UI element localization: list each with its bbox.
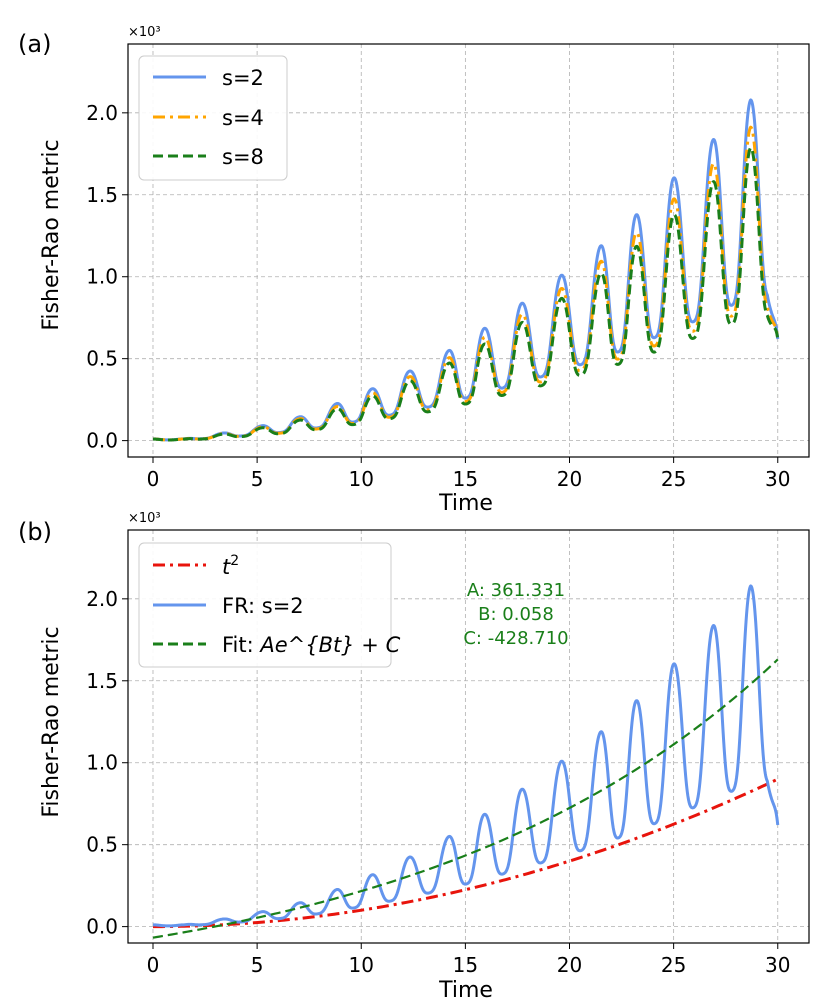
panel-b: (b) ×10³ 0 5 10 15 20 25 30 0.0 0.5 1.0 1.5 2.0 Ti… [18, 511, 810, 1003]
x-tick-label: 10 [349, 467, 374, 491]
panel-a-y-axis-label: Fisher-Rao metric [39, 139, 64, 330]
panel-b-multiplier: ×10³ [128, 511, 161, 526]
panel-a-plot-area [151, 98, 780, 442]
legend-label-fr-s2: FR: s=2 [222, 594, 304, 618]
panel-b-x-ticks: 0 5 10 15 20 25 30 [147, 943, 790, 977]
legend-label-fit: Fit: Ae^{Bt} + C [222, 633, 401, 657]
legend-box [138, 542, 392, 668]
series-line-fr-s-2 [151, 584, 780, 928]
panel-b-label: (b) [18, 518, 52, 546]
y-tick-label: 0.0 [86, 429, 118, 453]
fit-param-c: C: -428.710 [463, 628, 568, 649]
x-tick-label: 25 [661, 467, 686, 491]
panel-a: (a) ×10³ 0 5 10 15 20 25 30 0.0 0.5 1.0 1.5 2.0 Ti… [18, 25, 810, 516]
panel-a-grid [128, 44, 809, 457]
panel-a-x-axis-label: Time [438, 491, 493, 516]
x-tick-label: 10 [349, 953, 374, 977]
x-tick-label: 0 [147, 467, 160, 491]
panel-a-legend: s=2 s=4 s=8 [138, 55, 288, 181]
y-tick-label: 1.5 [86, 669, 118, 693]
legend-label-s8: s=8 [222, 145, 264, 169]
panel-b-grid [128, 530, 809, 943]
x-tick-label: 5 [251, 953, 264, 977]
panel-a-multiplier: ×10³ [128, 25, 161, 40]
x-tick-label: 30 [765, 467, 790, 491]
x-tick-label: 20 [557, 953, 582, 977]
y-tick-label: 2.0 [86, 101, 118, 125]
legend-label-t2: t2 [222, 553, 239, 579]
x-tick-label: 5 [251, 467, 264, 491]
y-tick-label: 0.0 [86, 915, 118, 939]
y-tick-label: 0.5 [86, 833, 118, 857]
panel-a-axes-frame [127, 43, 810, 458]
x-tick-label: 0 [147, 953, 160, 977]
x-tick-label: 15 [453, 953, 478, 977]
series-line-fit [152, 658, 779, 939]
panel-a-label: (a) [18, 30, 51, 58]
panel-b-axes-frame [127, 529, 810, 944]
series-line-t2 [152, 777, 779, 929]
x-tick-label: 15 [453, 467, 478, 491]
panel-a-x-ticks: 0 5 10 15 20 25 30 [147, 457, 790, 491]
y-tick-label: 1.0 [86, 751, 118, 775]
fit-param-a: A: 361.331 [467, 580, 565, 601]
panel-a-y-ticks: 0.0 0.5 1.0 1.5 2.0 [86, 101, 128, 453]
panel-b-x-axis-label: Time [438, 978, 493, 1003]
fit-param-b: B: 0.058 [478, 604, 554, 625]
y-tick-label: 1.0 [86, 265, 118, 289]
panel-b-legend: t2 FR: s=2 Fit: Ae^{Bt} + C [138, 542, 401, 668]
y-tick-label: 2.0 [86, 587, 118, 611]
panel-b-plot-area [151, 584, 780, 939]
y-tick-label: 0.5 [86, 347, 118, 371]
legend-label-s4: s=4 [222, 106, 264, 130]
panel-b-y-ticks: 0.0 0.5 1.0 1.5 2.0 [86, 587, 128, 939]
panel-b-y-axis-label: Fisher-Rao metric [39, 626, 64, 817]
legend-label-s2: s=2 [222, 66, 264, 90]
series-line-s-8 [151, 146, 780, 442]
y-tick-label: 1.5 [86, 183, 118, 207]
legend-box [138, 55, 288, 181]
x-tick-label: 30 [765, 953, 790, 977]
x-tick-label: 25 [661, 953, 686, 977]
fit-parameters: A: 361.331 B: 0.058 C: -428.710 [463, 580, 568, 649]
x-tick-label: 20 [557, 467, 582, 491]
